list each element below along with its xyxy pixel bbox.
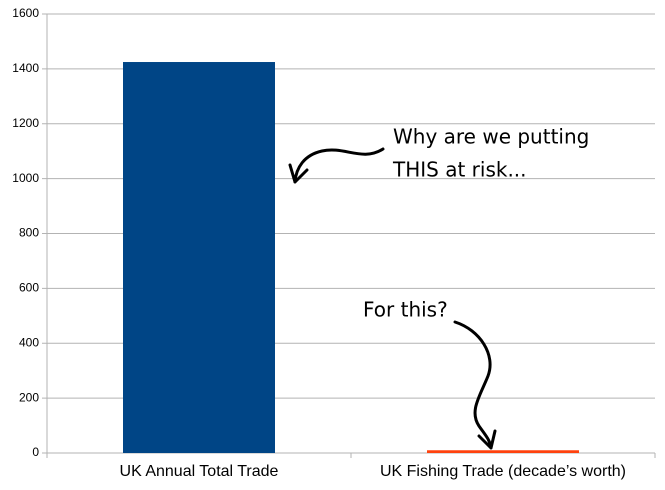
y-tick-label: 800 bbox=[19, 226, 39, 240]
y-tick-label: 1400 bbox=[12, 61, 39, 75]
annotation-arrow bbox=[453, 320, 497, 450]
x-tick-label: UK Annual Total Trade bbox=[120, 463, 279, 480]
bar bbox=[123, 62, 275, 453]
annotation: For this? bbox=[363, 298, 448, 322]
y-tick-label: 1200 bbox=[12, 116, 39, 130]
y-tick-label: 200 bbox=[19, 390, 39, 404]
bar bbox=[427, 450, 579, 453]
y-tick-label: 0 bbox=[32, 445, 39, 459]
annotation: Why are we putting bbox=[393, 125, 589, 149]
annotation: THIS at risk... bbox=[392, 158, 527, 182]
y-tick-label: 1600 bbox=[12, 6, 39, 20]
y-tick-label: 600 bbox=[19, 281, 39, 295]
y-tick-label: 1000 bbox=[12, 171, 39, 185]
x-tick-label: UK Fishing Trade (decade’s worth) bbox=[380, 463, 626, 480]
y-tick-label: 400 bbox=[19, 335, 39, 349]
annotation-arrow bbox=[288, 147, 385, 184]
